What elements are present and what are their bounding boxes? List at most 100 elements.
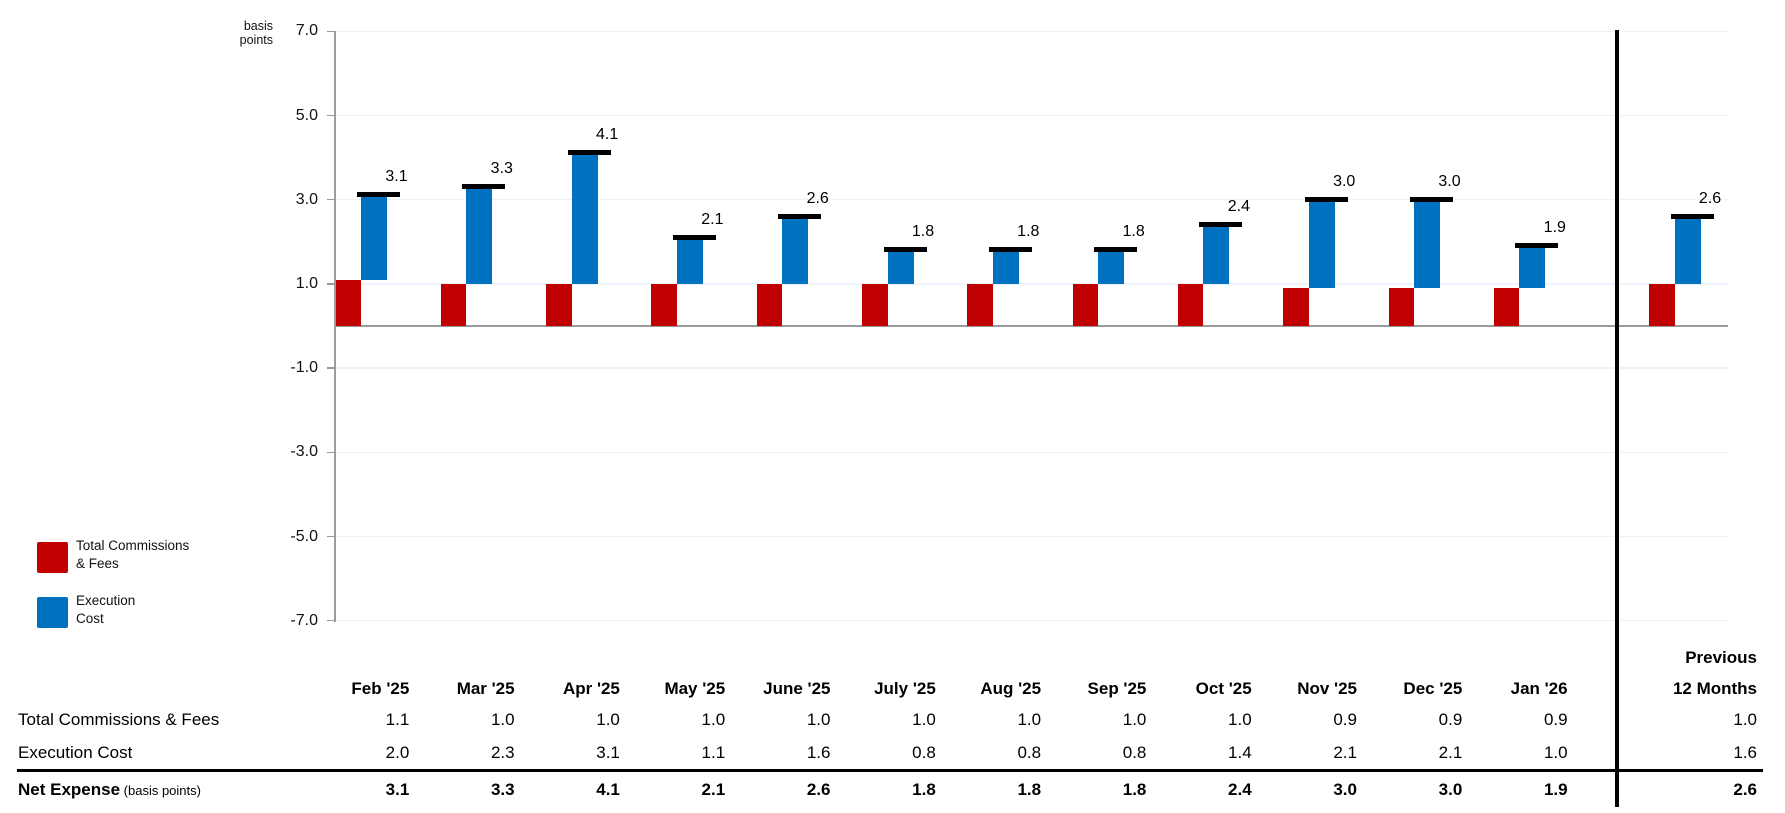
net-expense-value-label-10: 3.0 (1438, 172, 1461, 190)
bar-execution-7 (1098, 250, 1125, 284)
y-axis-tick-label: -7.0 (290, 611, 318, 629)
table-cell-r0-c12: 1.0 (1733, 710, 1757, 729)
table-cell-r0-c7: 1.0 (1122, 710, 1147, 729)
y-axis-line (334, 31, 336, 622)
table-cell-r1-c1: 2.3 (490, 743, 515, 762)
table-cell-r0-c8: 1.0 (1228, 710, 1252, 729)
bar-execution-3 (676, 237, 703, 284)
bar-commissions-6 (967, 283, 993, 326)
table-cell-r2-c11: 1.9 (1543, 780, 1568, 799)
table-cell-r0-c10: 0.9 (1438, 710, 1463, 729)
table-cell-r2-c6: 1.8 (1017, 780, 1042, 799)
bar-commissions-10 (1388, 288, 1414, 326)
net-expense-marker-4 (778, 213, 822, 219)
net-expense-marker-7 (1094, 247, 1138, 253)
table-row-label-2: Net Expense (basis points) (18, 780, 201, 799)
bar-commissions-4 (756, 283, 783, 326)
table-column-header-11: Jan '26 (1510, 679, 1568, 698)
net-expense-divider-line (17, 769, 1763, 772)
table-column-header-10: Dec '25 (1403, 679, 1463, 698)
bar-commissions-12 (1649, 283, 1675, 326)
table-cell-r1-c10: 2.1 (1438, 743, 1463, 762)
net-expense-value-label-6: 1.8 (1017, 223, 1040, 241)
bar-execution-8 (1203, 224, 1230, 284)
net-expense-marker-0 (357, 192, 400, 198)
gridline (335, 367, 1728, 369)
bar-commissions-1 (440, 283, 467, 326)
legend-swatch-execution (37, 597, 68, 628)
net-expense-value-label-9: 3.0 (1333, 172, 1356, 190)
y-axis-tick-label: -1.0 (290, 359, 318, 377)
table-cell-r1-c5: 0.8 (912, 743, 936, 762)
bar-execution-10 (1414, 199, 1440, 289)
y-axis-unit-line2: points (239, 32, 273, 47)
net-expense-value-label-7: 1.8 (1122, 223, 1145, 241)
table-column-header-7: Sep '25 (1087, 679, 1147, 698)
net-expense-value-label-2: 4.1 (595, 126, 619, 144)
legend-label-commissions-line1: Total Commissions (76, 538, 190, 553)
table-cell-r0-c0: 1.1 (385, 710, 410, 729)
table-cell-r0-c11: 0.9 (1543, 710, 1568, 729)
bar-commissions-9 (1283, 288, 1309, 326)
bar-commissions-0 (335, 279, 361, 326)
table-cell-r1-c3: 1.1 (701, 743, 726, 762)
y-axis-tick-mark (327, 451, 335, 454)
bar-commissions-5 (862, 283, 888, 326)
gridline (335, 114, 1728, 117)
net-expense-marker-3 (672, 234, 716, 240)
zero-baseline (335, 325, 1728, 328)
table-column-header-1: Mar '25 (456, 679, 515, 698)
bar-execution-11 (1519, 246, 1546, 289)
y-axis-tick-mark (327, 30, 335, 33)
gridline (335, 30, 1728, 33)
net-expense-marker-10 (1410, 196, 1453, 202)
net-expense-value-label-0: 3.1 (385, 168, 408, 186)
legend-label-execution-line1: Execution (76, 593, 136, 608)
net-expense-marker-6 (988, 247, 1032, 253)
table-cell-r2-c10: 3.0 (1438, 780, 1463, 799)
table-cell-r0-c9: 0.9 (1333, 710, 1357, 729)
gridline (335, 619, 1728, 622)
table-cell-r0-c3: 1.0 (701, 710, 726, 729)
table-column-header-previous-line1: Previous (1685, 648, 1757, 667)
table-cell-r1-c6: 0.8 (1017, 743, 1042, 762)
bar-execution-2 (571, 153, 598, 284)
table-cell-r1-c11: 1.0 (1543, 743, 1568, 762)
table-cell-r0-c1: 1.0 (490, 710, 515, 729)
y-axis-tick-label: 3.0 (295, 190, 318, 208)
table-cell-r2-c4: 2.6 (806, 780, 831, 799)
bar-commissions-2 (546, 283, 572, 326)
table-row-label-0: Total Commissions & Fees (18, 710, 220, 729)
y-axis-tick-mark (327, 283, 335, 285)
y-axis-tick-label: 7.0 (295, 22, 318, 40)
table-cell-r2-c1: 3.3 (490, 780, 515, 799)
y-axis-tick-mark (327, 535, 335, 538)
table-column-header-4: June '25 (763, 679, 831, 698)
net-expense-marker-1 (462, 184, 506, 190)
table-column-header-3: May '25 (664, 679, 726, 698)
bar-execution-5 (887, 250, 914, 284)
table-cell-r0-c2: 1.0 (596, 710, 620, 729)
table-cell-r2-c2: 4.1 (596, 780, 620, 799)
table-cell-r1-c0: 2.0 (385, 743, 410, 762)
gridline (335, 451, 1728, 454)
legend-label-execution-line2: Cost (76, 610, 104, 626)
y-axis-tick-label: 1.0 (295, 274, 318, 292)
y-axis-tick-label: -5.0 (290, 527, 318, 545)
table-cell-r2-c7: 1.8 (1122, 780, 1147, 799)
y-axis-tick-label: 5.0 (295, 106, 318, 124)
table-cell-r2-c8: 2.4 (1228, 780, 1252, 799)
net-expense-value-label-12: 2.6 (1698, 189, 1722, 207)
legend-label-execution: Execution Cost (76, 592, 135, 627)
net-expense-value-label-5: 1.8 (911, 223, 935, 241)
bar-execution-6 (992, 250, 1019, 284)
legend-swatch-commissions (37, 542, 68, 573)
bar-commissions-3 (651, 283, 677, 326)
net-expense-value-label-4: 2.6 (806, 189, 829, 207)
table-column-header-previous-line2: 12 Months (1672, 679, 1757, 698)
table-cell-r1-c7: 0.8 (1122, 743, 1147, 762)
bar-commissions-8 (1177, 283, 1204, 326)
y-axis-tick-mark (327, 619, 335, 622)
bar-execution-9 (1308, 199, 1335, 289)
